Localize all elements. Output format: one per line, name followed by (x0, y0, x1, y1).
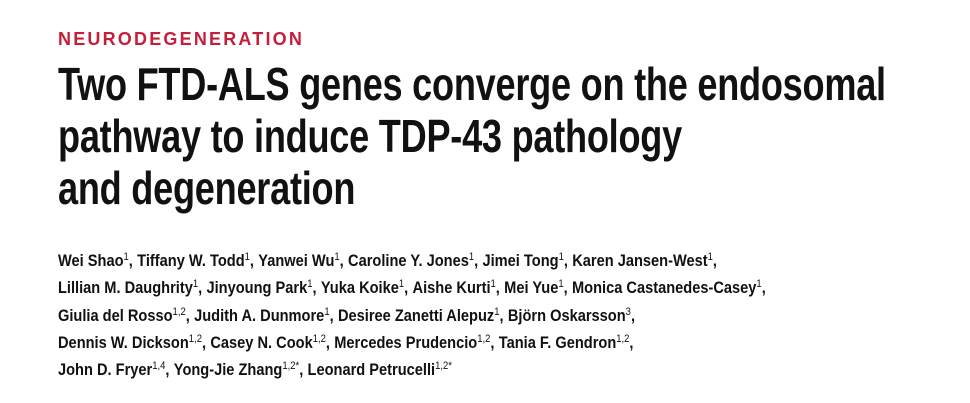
author-name: Mei Yue (504, 278, 559, 298)
affiliation: 1,2 (188, 332, 202, 345)
affiliation: 1 (324, 305, 330, 318)
separator: , (490, 332, 495, 352)
separator: , (495, 278, 500, 298)
affiliation: 3 (625, 305, 631, 318)
author-name: Dennis W. Dickson (58, 332, 189, 352)
author-name: Mercedes Prudencio (334, 332, 478, 352)
title-line: Two FTD-ALS genes converge on the endoso… (58, 58, 886, 110)
affiliation: 1,2 (616, 332, 630, 345)
author-name: Lillian M. Daughrity (58, 278, 193, 298)
author-name: Judith A. Dunmore (194, 305, 325, 325)
separator: , (299, 360, 304, 380)
author-name: Jinyoung Park (206, 278, 308, 298)
author-name: Yanwei Wu (258, 251, 335, 270)
separator: , (165, 360, 170, 380)
separator: , (499, 305, 504, 325)
author-name: Wei Shao (58, 251, 124, 270)
author-name: Leonard Petrucelli (307, 360, 436, 380)
affiliation: 1 (756, 278, 762, 291)
separator: , (329, 305, 334, 325)
author-name: Caroline Y. Jones (348, 251, 469, 270)
separator: , (185, 305, 190, 325)
separator: , (630, 305, 636, 325)
affiliation: 1,2* (282, 360, 300, 373)
author-line: Dennis W. Dickson1,2, Casey N. Cook1,2, Me… (58, 332, 638, 354)
separator: , (474, 251, 479, 270)
affiliation: 1,2 (312, 332, 326, 345)
affiliation: 1 (558, 278, 564, 291)
separator: , (325, 332, 330, 352)
separator: , (312, 278, 317, 298)
author-name: Tania F. Gendron (498, 332, 617, 352)
author-name: Giulia del Rosso (58, 305, 173, 325)
author-name: Björn Oskarsson (507, 305, 626, 325)
author-line: Wei Shao1, Tiffany W. Todd1, Yanwei Wu1, Ca… (58, 250, 721, 272)
affiliation: 1 (558, 251, 564, 263)
separator: , (712, 251, 717, 270)
author-line: Giulia del Rosso1,2, Judith A. Dunmore1, D… (58, 305, 639, 327)
separator: , (629, 332, 634, 352)
separator: , (339, 251, 344, 270)
author-name: Yuka Koike (320, 278, 399, 298)
author-name: Jimei Tong (482, 251, 559, 270)
author-line: Lillian M. Daughrity1, Jinyoung Park1, Yuk… (58, 277, 770, 299)
affiliation: 1 (490, 278, 496, 291)
author-name: Monica Castanedes-Casey (571, 278, 757, 298)
author-name: Casey N. Cook (210, 332, 313, 352)
author-name: Yong-Jie Zhang (173, 360, 283, 380)
affiliation: 1 (334, 251, 340, 263)
author-name: Aishe Kurti (412, 278, 491, 298)
separator: , (563, 278, 568, 298)
affiliation: 1,4 (152, 360, 166, 373)
affiliation: 1,2* (435, 360, 452, 373)
affiliation: 1 (307, 278, 313, 291)
author-name: John D. Fryer (58, 360, 153, 380)
separator: , (128, 251, 133, 270)
author-name: Desiree Zanetti Alepuz (337, 305, 495, 325)
affiliation: 1 (192, 278, 199, 291)
separator: , (198, 278, 203, 298)
affiliation: 1 (244, 251, 250, 263)
title-line: and degeneration (58, 162, 356, 214)
author-name: Karen Jansen-West (572, 251, 708, 270)
section-label: NEURODEGENERATION (58, 29, 305, 49)
separator: , (563, 251, 568, 270)
separator: , (761, 278, 766, 298)
affiliation: 1,2 (477, 332, 491, 345)
affiliation: 1 (707, 251, 713, 263)
separator: , (201, 332, 207, 352)
author-name: Tiffany W. Todd (137, 251, 245, 270)
affiliation: 1 (123, 251, 129, 263)
separator: , (404, 278, 409, 298)
affiliation: 1 (398, 278, 405, 291)
affiliation: 1 (468, 251, 475, 263)
separator: , (249, 251, 254, 270)
affiliation: 1 (494, 305, 500, 318)
affiliation: 1,2 (172, 305, 186, 318)
author-line: John D. Fryer1,4, Yong-Jie Zhang1,2*, Leon… (58, 359, 452, 381)
title-line: pathway to induce TDP-43 pathology (58, 110, 682, 162)
